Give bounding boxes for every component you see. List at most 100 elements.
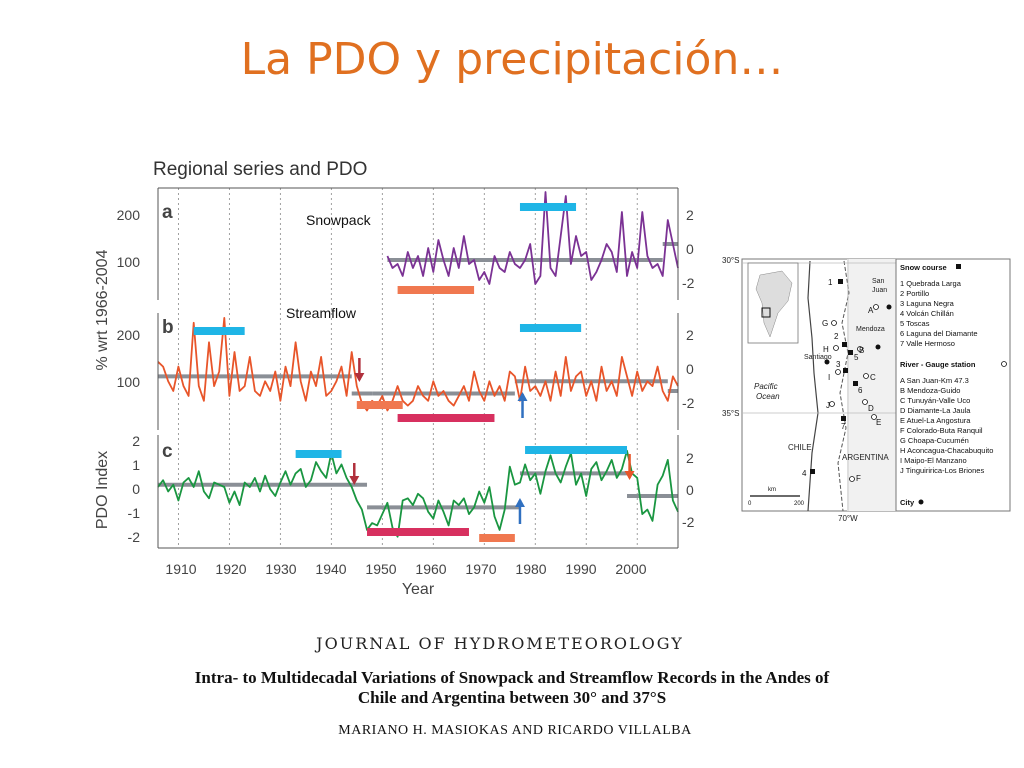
legend-river-b: B Mendoza-Guido: [900, 386, 960, 395]
legend-river-symbol: [1001, 361, 1007, 367]
x-tick-1990: 1990: [565, 561, 596, 577]
gauge-marker-label-d: D: [868, 404, 874, 413]
gauge-marker-label-a: A: [868, 306, 874, 315]
snow-marker-4: [810, 469, 815, 474]
pdo-phase-bars: [193, 203, 628, 542]
gauge-marker-label-c: C: [870, 373, 876, 382]
x-tick-2000: 2000: [615, 561, 646, 577]
lon-label-70w: 70°W: [838, 514, 858, 523]
arrow-up-1977-streamflow-head: [517, 392, 528, 401]
legend-snow-7: 7 Valle Hermoso: [900, 339, 955, 348]
phase-bar-b-positive-early: [193, 327, 245, 335]
y-axis-title-percent: % wrt 1966-2004: [94, 249, 111, 370]
paper-authors: MARIANO H. MASIOKAS AND RICARDO VILLALBA: [338, 723, 692, 738]
right-tick-c-0: 0: [686, 482, 694, 498]
x-tick-1940: 1940: [315, 561, 346, 577]
left-tick-a-200: 200: [117, 207, 141, 223]
left-tick-c-1: 1: [132, 457, 140, 473]
gauge-marker-b: [857, 346, 863, 352]
right-tick-c-2: 2: [686, 450, 694, 466]
right-tick-b-2: 2: [686, 327, 694, 343]
country-label-argentina: ARGENTINA: [842, 453, 889, 462]
snow-marker-label-5: 5: [854, 353, 859, 362]
gauge-marker-label-h: H: [823, 345, 829, 354]
phase-bar-c-negative: [367, 528, 469, 536]
arrow-down-1998-pdo-head: [624, 471, 635, 480]
legend-snow-3: 3 Laguna Negra: [900, 299, 955, 308]
snow-marker-3: [843, 368, 848, 373]
scale-tick-200: 200: [794, 501, 805, 507]
legend-snow-header: Snow course: [900, 263, 947, 272]
left-tick-c-neg2: -2: [128, 529, 141, 545]
gauge-marker-label-e: E: [876, 418, 881, 427]
snow-marker-label-6: 6: [858, 386, 863, 395]
right-tick-a-0: 0: [686, 241, 694, 257]
legend-river-header: River - Gauge station: [900, 360, 976, 369]
snow-marker-label-4: 4: [802, 469, 807, 478]
annotation-streamflow: Streamflow: [286, 305, 357, 321]
regime-shift-arrows: [349, 358, 635, 524]
series-lines: [157, 191, 679, 538]
legend-snow-4: 4 Volcán Chillán: [900, 309, 954, 318]
city-marker-santiago: [824, 359, 830, 365]
gauge-marker-d: [862, 399, 868, 405]
snow-marker-label-1: 1: [828, 278, 833, 287]
gauge-marker-i: [835, 369, 841, 375]
legend-river-c: C Tunuyán-Valle Uco: [900, 396, 970, 405]
snow-marker-7: [841, 416, 846, 421]
gauge-marker-label-j: J: [826, 401, 830, 410]
legend-river-j: J Tinguiririca-Los Briones: [900, 466, 984, 475]
legend-river-i: I Maipo-El Manzano: [900, 456, 967, 465]
right-tick-c-neg2: -2: [682, 514, 695, 530]
legend-river-h: H Aconcagua-Chacabuquito: [900, 446, 993, 455]
arrow-down-1946-pdo-head: [349, 476, 360, 485]
left-tick-b-100: 100: [117, 374, 141, 390]
study-area-map: 30°S 35°S 70°W Pacific Ocean CHILE ARGEN…: [722, 256, 1011, 523]
legend-snow-2: 2 Portillo: [900, 289, 929, 298]
city-label-mendoza: Mendoza: [856, 326, 885, 333]
journal-name: JOURNAL OF HYDROMETEOROLOGY: [316, 634, 684, 653]
x-tick-1950: 1950: [365, 561, 396, 577]
snow-course-markers: 1 2 3 4 5 6 7: [802, 278, 863, 478]
x-tick-1980: 1980: [515, 561, 546, 577]
legend-river-g: G Choapa-Cucumén: [900, 436, 969, 445]
city-marker-mendoza: [875, 344, 881, 350]
lat-label-35s: 35°S: [722, 409, 739, 418]
panel-letter-b: b: [162, 317, 174, 338]
right-tick-b-0: 0: [686, 361, 694, 377]
legend-snow-1: 1 Quebrada Larga: [900, 279, 962, 288]
regional-series-figure: a b c 200 100 200 100 2 1 0 -1 -2 2 0 -2…: [94, 187, 695, 598]
phase-bar-a-negative: [397, 286, 475, 294]
city-marker-san-juan: [886, 304, 892, 310]
scale-tick-0: 0: [748, 501, 752, 507]
inset-study-area-box: [761, 307, 771, 318]
decade-grid-lines: [177, 188, 638, 548]
gauge-marker-a: [873, 304, 879, 310]
arrow-up-1977-pdo-head: [514, 498, 525, 507]
x-tick-1970: 1970: [465, 561, 496, 577]
snow-marker-1: [838, 279, 843, 284]
gauge-marker-h: [833, 345, 839, 351]
legend-city-header: City: [900, 498, 915, 507]
series-line-b: [157, 316, 679, 412]
inset-continent: [755, 270, 793, 338]
legend-snow-6: 6 Laguna del Diamante: [900, 329, 978, 338]
legend-river-f: F Colorado-Buta Ranquil: [900, 426, 983, 435]
phase-bar-c-positive-early: [295, 450, 342, 458]
phase-bar-c-negative-light: [479, 534, 515, 542]
right-tick-a-2: 2: [686, 207, 694, 223]
city-label-san-juan-1: San: [872, 278, 885, 285]
gauge-marker-j: [829, 401, 835, 407]
gauge-marker-label-i: I: [828, 373, 830, 382]
snow-marker-6: [853, 381, 858, 386]
scale-label: km: [768, 487, 776, 493]
paper-title-line-1: Intra- to Multidecadal Variations of Sno…: [194, 668, 830, 687]
paper-title-line-2: Chile and Argentina between 30° and 37°S: [357, 688, 667, 707]
gauge-marker-g: [831, 320, 837, 326]
country-label-chile: CHILE: [788, 443, 812, 452]
arrow-down-1946-streamflow-head: [354, 373, 365, 382]
x-tick-1910: 1910: [165, 561, 196, 577]
gauge-marker-label-b: B: [859, 346, 864, 355]
phase-bar-a-positive: [519, 203, 577, 211]
left-tick-b-200: 200: [117, 327, 141, 343]
